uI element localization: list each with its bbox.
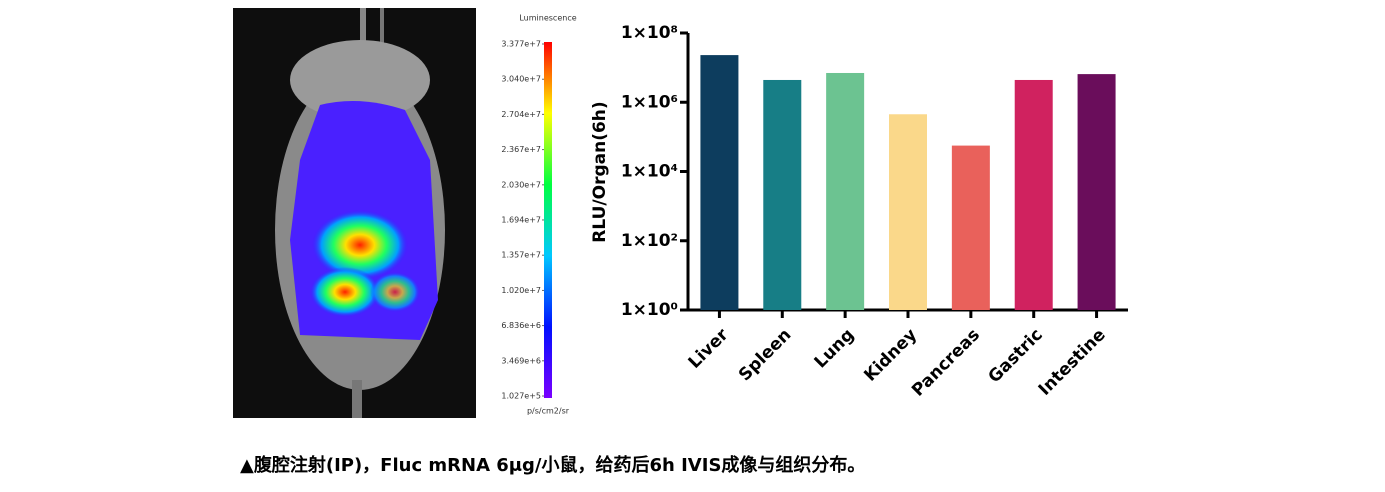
y-tick-label: 1×10² <box>621 231 678 251</box>
colorbar <box>544 42 552 398</box>
y-tick-label: 1×10⁴ <box>621 162 678 182</box>
mouse-image <box>233 8 476 418</box>
x-tick-label: Spleen <box>735 325 795 385</box>
bar <box>700 55 739 310</box>
bar <box>763 79 802 310</box>
bar <box>889 114 927 311</box>
bar <box>1077 74 1116 310</box>
caption: ▲腹腔注射(IP)，Fluc mRNA 6μg/小鼠，给药后6h IVIS成像与… <box>240 454 865 476</box>
y-axis-label: RLU/Organ(6h) <box>590 101 610 242</box>
colorbar-tick-label: 1.357e+7 <box>501 251 541 260</box>
colorbar-title: Luminescence <box>519 14 576 23</box>
colorbar-tick-label: 3.040e+7 <box>501 75 541 84</box>
x-tick-label: Gastric <box>985 325 1047 387</box>
x-tick-label: Pancreas <box>908 325 984 401</box>
x-tick-label: Lung <box>811 325 859 373</box>
colorbar-tick-label: 1.020e+7 <box>501 286 541 295</box>
colorbar-tick-label: 3.377e+7 <box>501 40 541 49</box>
bar <box>826 72 865 310</box>
colorbar-tick-label: 1.694e+7 <box>501 215 541 224</box>
y-tick-label: 1×10⁰ <box>621 300 678 320</box>
colorbar-unit: p/s/cm2/sr <box>527 407 570 416</box>
bar <box>951 145 990 310</box>
colorbar-tick-label: 2.030e+7 <box>501 180 541 189</box>
colorbar-tick-label: 6.836e+6 <box>501 321 541 330</box>
bar <box>1014 79 1053 310</box>
colorbar-tick-label: 3.469e+6 <box>501 356 541 365</box>
x-tick-label: Intestine <box>1035 325 1110 400</box>
y-tick-label: 1×10⁸ <box>621 23 678 43</box>
x-tick-label: Kidney <box>860 325 921 386</box>
colorbar-tick-label: 2.704e+7 <box>501 110 541 119</box>
x-tick-label: Liver <box>685 324 733 372</box>
colorbar-tick-label: 1.027e+5 <box>501 392 541 401</box>
colorbar-tick-label: 2.367e+7 <box>501 145 541 154</box>
y-tick-label: 1×10⁶ <box>621 92 678 112</box>
